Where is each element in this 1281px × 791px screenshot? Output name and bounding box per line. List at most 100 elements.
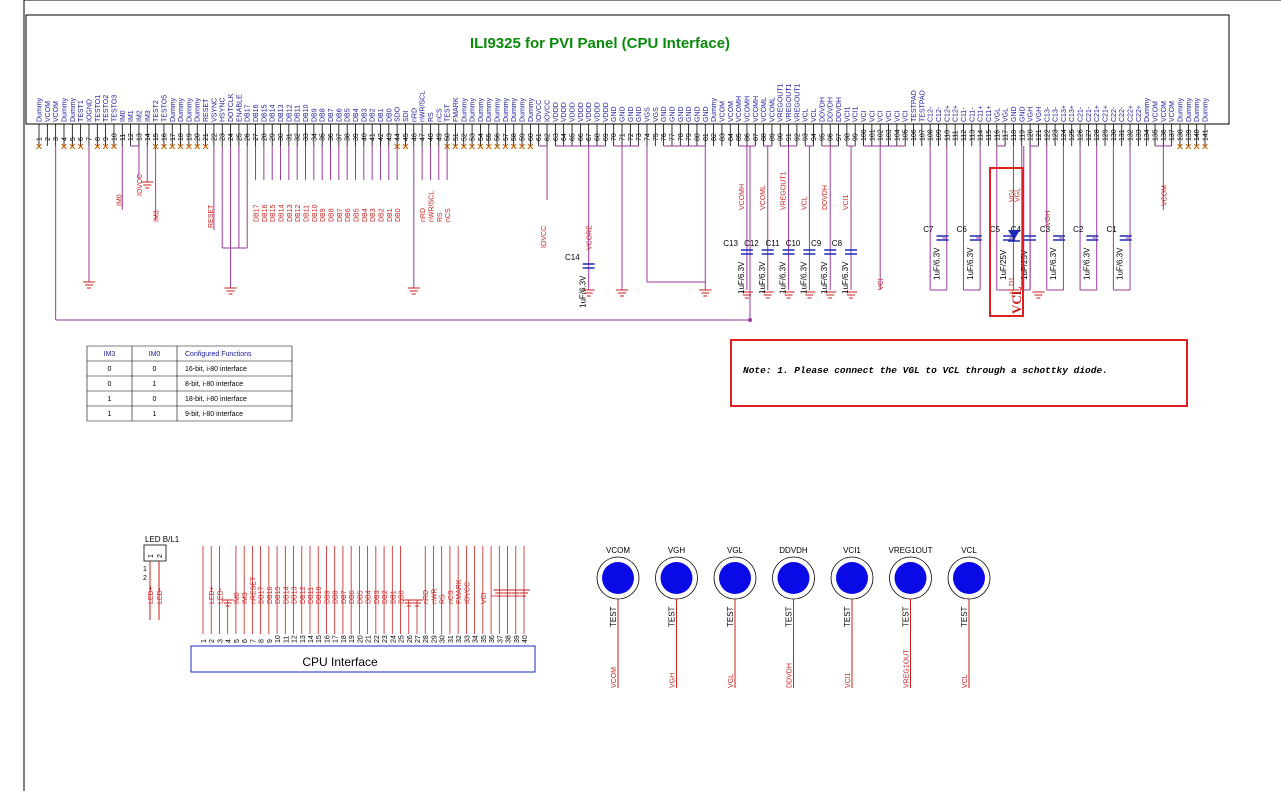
ic-pin-name: DOTCLK (228, 93, 235, 122)
cpu-net-label: DB10 (316, 586, 323, 604)
no-connect-mark (61, 143, 67, 150)
ic-pin-number: 131 (1119, 129, 1126, 141)
cpu-connector-label: CPU Interface (302, 655, 378, 669)
capacitor-ref: C1 (1106, 225, 1117, 234)
ic-pin-name: VGL (1003, 108, 1010, 122)
net-label-im3: IM3 (154, 210, 161, 222)
ic-pin-number: 119 (1019, 130, 1026, 141)
ic-pin-name: IM3 (145, 110, 152, 122)
ic-pin-name: DB8 (320, 108, 327, 122)
net-label-db: DB15 (270, 204, 277, 222)
ic-pin-name: VCI (894, 110, 901, 122)
cpu-net-label: DB14 (283, 586, 290, 604)
cpu-pin-number: 2 (209, 639, 216, 643)
cpu-net-label: DB7 (341, 590, 348, 604)
cpu-net-label: DB6 (349, 590, 356, 604)
ic-pin-name: VREGOUT1 (786, 83, 793, 122)
net-label-db: DB3 (370, 208, 377, 222)
ic-pin-number: 22 (211, 133, 218, 141)
ic-pin-name: GND (611, 106, 618, 122)
ic-pin-number: 15 (153, 133, 160, 141)
net-label-db: DB14 (279, 204, 286, 222)
ic-pin-name: VCOMH (744, 96, 751, 122)
ic-pin-number: 10 (111, 133, 118, 141)
ic-pin-name: DB2 (370, 108, 377, 122)
ic-pin-name: VCOM (53, 101, 60, 122)
ic-pin-number: 66 (578, 133, 585, 141)
test-point-pad (719, 562, 751, 594)
ic-pin-name: DB4 (353, 108, 360, 122)
test-point-pad (894, 562, 927, 594)
ic-pin-name: GND (694, 106, 701, 122)
ic-pin-name: GND (620, 106, 627, 122)
ic-pin-number: 35 (320, 133, 327, 141)
ic-pin-name: Dummy (711, 97, 718, 122)
net-label-im0: IM0 (116, 194, 123, 206)
cpu-pin-number: 38 (506, 635, 513, 643)
no-connect-mark (519, 143, 525, 150)
no-connect-mark (102, 143, 109, 150)
ic-pin-number: 115 (986, 130, 993, 141)
ic-pin-name: GND (686, 106, 693, 122)
ic-pin-number: 70 (611, 133, 618, 141)
ic-pin-name: VGS (653, 107, 660, 122)
ic-pin-name: DDVDH (819, 97, 826, 122)
test-point-pin: TEST (902, 606, 911, 627)
cpu-net-label: DB1 (390, 590, 397, 604)
no-connect-mark (494, 143, 500, 150)
net-label-iovcc-top: IOVCC (137, 174, 144, 196)
net-label-vcoml: VCOML (760, 185, 767, 210)
no-connect-mark (36, 143, 42, 150)
no-connect-mark (186, 143, 192, 150)
ic-pin-name: TEST1 (78, 100, 85, 122)
no-connect-mark (510, 143, 517, 150)
cpu-pin-number: 21 (366, 635, 373, 643)
ic-pin-name: VCOM (1153, 101, 1160, 122)
ic-pin-name: Dummy (1194, 97, 1201, 122)
cpu-connector-body (190, 645, 536, 673)
ic-pin-number: 84 (728, 133, 735, 141)
net-label-vgh: VGH (1045, 211, 1052, 226)
ic-pin-name: VDDD (586, 102, 593, 122)
ic-pin-number: 61 (536, 133, 543, 141)
cpu-net-label: FMARK (456, 579, 463, 604)
ic-pin-name: IM1 (128, 110, 135, 122)
ic-pin-name: Dummy (511, 97, 518, 122)
test-point-pin: TEST (668, 606, 677, 627)
capacitor-ref: C5 (990, 225, 1001, 234)
table-cell: 1 (153, 381, 157, 388)
ic-pin-name: VDDD (561, 102, 568, 122)
ic-pin-number: 100 (861, 129, 868, 141)
no-connect-mark (485, 143, 492, 150)
ic-pin-name: C22+ (1128, 105, 1135, 122)
cpu-pin-number: 13 (300, 635, 307, 643)
ic-pin-name: C13- (1053, 106, 1060, 122)
cpu-pin-number: 15 (316, 635, 323, 643)
ic-pin-name: Dummy (478, 97, 485, 122)
cpu-pin-number: 23 (382, 635, 389, 643)
cpu-net-label: DB17 (259, 586, 266, 604)
cpu-pin-number: 34 (473, 635, 480, 643)
ic-pin-number: 43 (386, 133, 393, 141)
ic-pin-name: GND (669, 106, 676, 122)
ic-pin-number: 46 (411, 133, 418, 141)
ic-pin-number: 121 (1036, 129, 1043, 141)
table-cell: 0 (108, 381, 112, 388)
ic-pin-name: DB3 (361, 108, 368, 122)
im-mode-table: IM3 IM0 Configured Functions 0 0 16-bit, i-80… (86, 345, 293, 422)
ic-pin-name: C11- (961, 107, 968, 122)
ic-pin-number: 108 (928, 129, 935, 141)
net-label-db: DB16 (262, 204, 269, 222)
no-connect-mark (161, 143, 167, 150)
cpu-net-label: DB4 (366, 590, 373, 604)
ic-pin-name: RS (428, 112, 435, 122)
ic-pin-number: 78 (678, 133, 685, 141)
cpu-pin-number: 17 (333, 635, 340, 643)
cpu-pin-number: 3 (217, 639, 224, 643)
ic-pin-name: C21+ (1103, 105, 1110, 122)
table-cell: 1 (108, 411, 112, 418)
ic-pin-number: 33 (303, 133, 310, 141)
note-text: Note: 1. Please connect the VGL to VCL t… (743, 365, 1108, 376)
capacitor-value: 1uF/6.3V (1116, 247, 1125, 280)
no-connect-mark (94, 143, 101, 150)
